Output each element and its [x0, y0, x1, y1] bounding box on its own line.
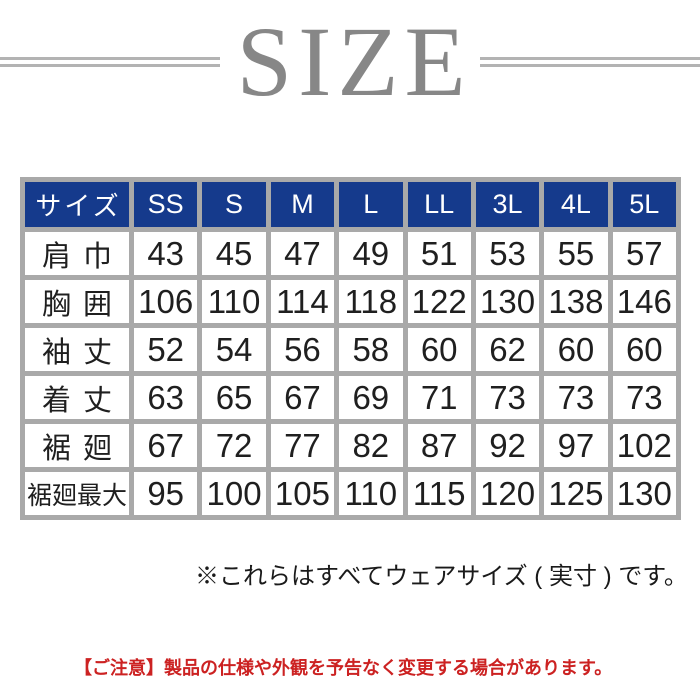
page-title: SIZE: [236, 6, 472, 117]
row-label-cell: 裾廻: [25, 424, 129, 467]
value-cell: 58: [339, 328, 403, 371]
value-cell: 69: [339, 376, 403, 419]
wear-size-note: ※これらはすべてウェアサイズ ( 実寸 ) です。: [195, 563, 688, 590]
header-cell-size-label: サイズ: [25, 182, 129, 227]
table-row: 裾廻最大 95 100 105 110 115 120 125 130: [25, 472, 676, 515]
value-cell: 118: [339, 280, 403, 323]
decorative-double-line-left: [0, 57, 221, 67]
value-cell: 95: [134, 472, 198, 515]
value-cell: 71: [407, 376, 471, 419]
value-cell: 60: [544, 328, 608, 371]
row-label-cell: 裾廻最大: [25, 472, 129, 515]
value-cell: 102: [612, 424, 676, 467]
size-table: サイズ SS S M L LL 3L 4L 5L 肩巾 43 45 47 49 51 53 55 57 胸囲 106…: [20, 177, 681, 520]
row-label-cell: 袖丈: [25, 328, 129, 371]
value-cell: 87: [407, 424, 471, 467]
value-cell: 105: [270, 472, 335, 515]
decorative-double-line-right: [479, 57, 700, 67]
size-table-header: サイズ SS S M L LL 3L 4L 5L: [25, 182, 676, 227]
table-row: 袖丈 52 54 56 58 60 62 60 60: [25, 328, 676, 371]
value-cell: 60: [407, 328, 471, 371]
size-table-body: 肩巾 43 45 47 49 51 53 55 57 胸囲 106 110 114 118 122 130 13…: [25, 232, 676, 515]
value-cell: 82: [339, 424, 403, 467]
value-cell: 57: [612, 232, 676, 275]
value-cell: 63: [134, 376, 198, 419]
value-cell: 138: [544, 280, 608, 323]
value-cell: 106: [134, 280, 198, 323]
value-cell: 110: [202, 280, 266, 323]
value-cell: 51: [407, 232, 471, 275]
value-cell: 114: [270, 280, 335, 323]
value-cell: 146: [612, 280, 676, 323]
value-cell: 100: [202, 472, 266, 515]
value-cell: 130: [612, 472, 676, 515]
value-cell: 92: [475, 424, 540, 467]
value-cell: 62: [475, 328, 540, 371]
value-cell: 110: [339, 472, 403, 515]
table-row: 着丈 63 65 67 69 71 73 73 73: [25, 376, 676, 419]
value-cell: 67: [134, 424, 198, 467]
value-cell: 120: [475, 472, 540, 515]
value-cell: 73: [544, 376, 608, 419]
row-label-cell: 肩巾: [25, 232, 129, 275]
value-cell: 65: [202, 376, 266, 419]
value-cell: 73: [612, 376, 676, 419]
value-cell: 56: [270, 328, 335, 371]
value-cell: 73: [475, 376, 540, 419]
header-cell-5L: 5L: [612, 182, 676, 227]
value-cell: 97: [544, 424, 608, 467]
size-title-section: SIZE: [0, 10, 700, 114]
value-cell: 53: [475, 232, 540, 275]
value-cell: 52: [134, 328, 198, 371]
value-cell: 60: [612, 328, 676, 371]
value-cell: 47: [270, 232, 335, 275]
value-cell: 67: [270, 376, 335, 419]
header-cell-4L: 4L: [544, 182, 608, 227]
value-cell: 54: [202, 328, 266, 371]
size-table-header-row: サイズ SS S M L LL 3L 4L 5L: [25, 182, 676, 227]
value-cell: 77: [270, 424, 335, 467]
value-cell: 130: [475, 280, 540, 323]
table-row: 肩巾 43 45 47 49 51 53 55 57: [25, 232, 676, 275]
value-cell: 115: [407, 472, 471, 515]
caution-note: 【ご注意】製品の仕様や外観を予告なく変更する場合があります。: [74, 658, 613, 678]
value-cell: 72: [202, 424, 266, 467]
header-cell-L: L: [339, 182, 403, 227]
row-label-cell: 胸囲: [25, 280, 129, 323]
table-row: 裾廻 67 72 77 82 87 92 97 102: [25, 424, 676, 467]
header-cell-S: S: [202, 182, 266, 227]
value-cell: 43: [134, 232, 198, 275]
row-label-cell: 着丈: [25, 376, 129, 419]
value-cell: 45: [202, 232, 266, 275]
value-cell: 55: [544, 232, 608, 275]
value-cell: 125: [544, 472, 608, 515]
header-cell-3L: 3L: [475, 182, 540, 227]
header-cell-M: M: [270, 182, 335, 227]
header-cell-LL: LL: [407, 182, 471, 227]
value-cell: 122: [407, 280, 471, 323]
table-row: 胸囲 106 110 114 118 122 130 138 146: [25, 280, 676, 323]
header-cell-SS: SS: [134, 182, 198, 227]
value-cell: 49: [339, 232, 403, 275]
